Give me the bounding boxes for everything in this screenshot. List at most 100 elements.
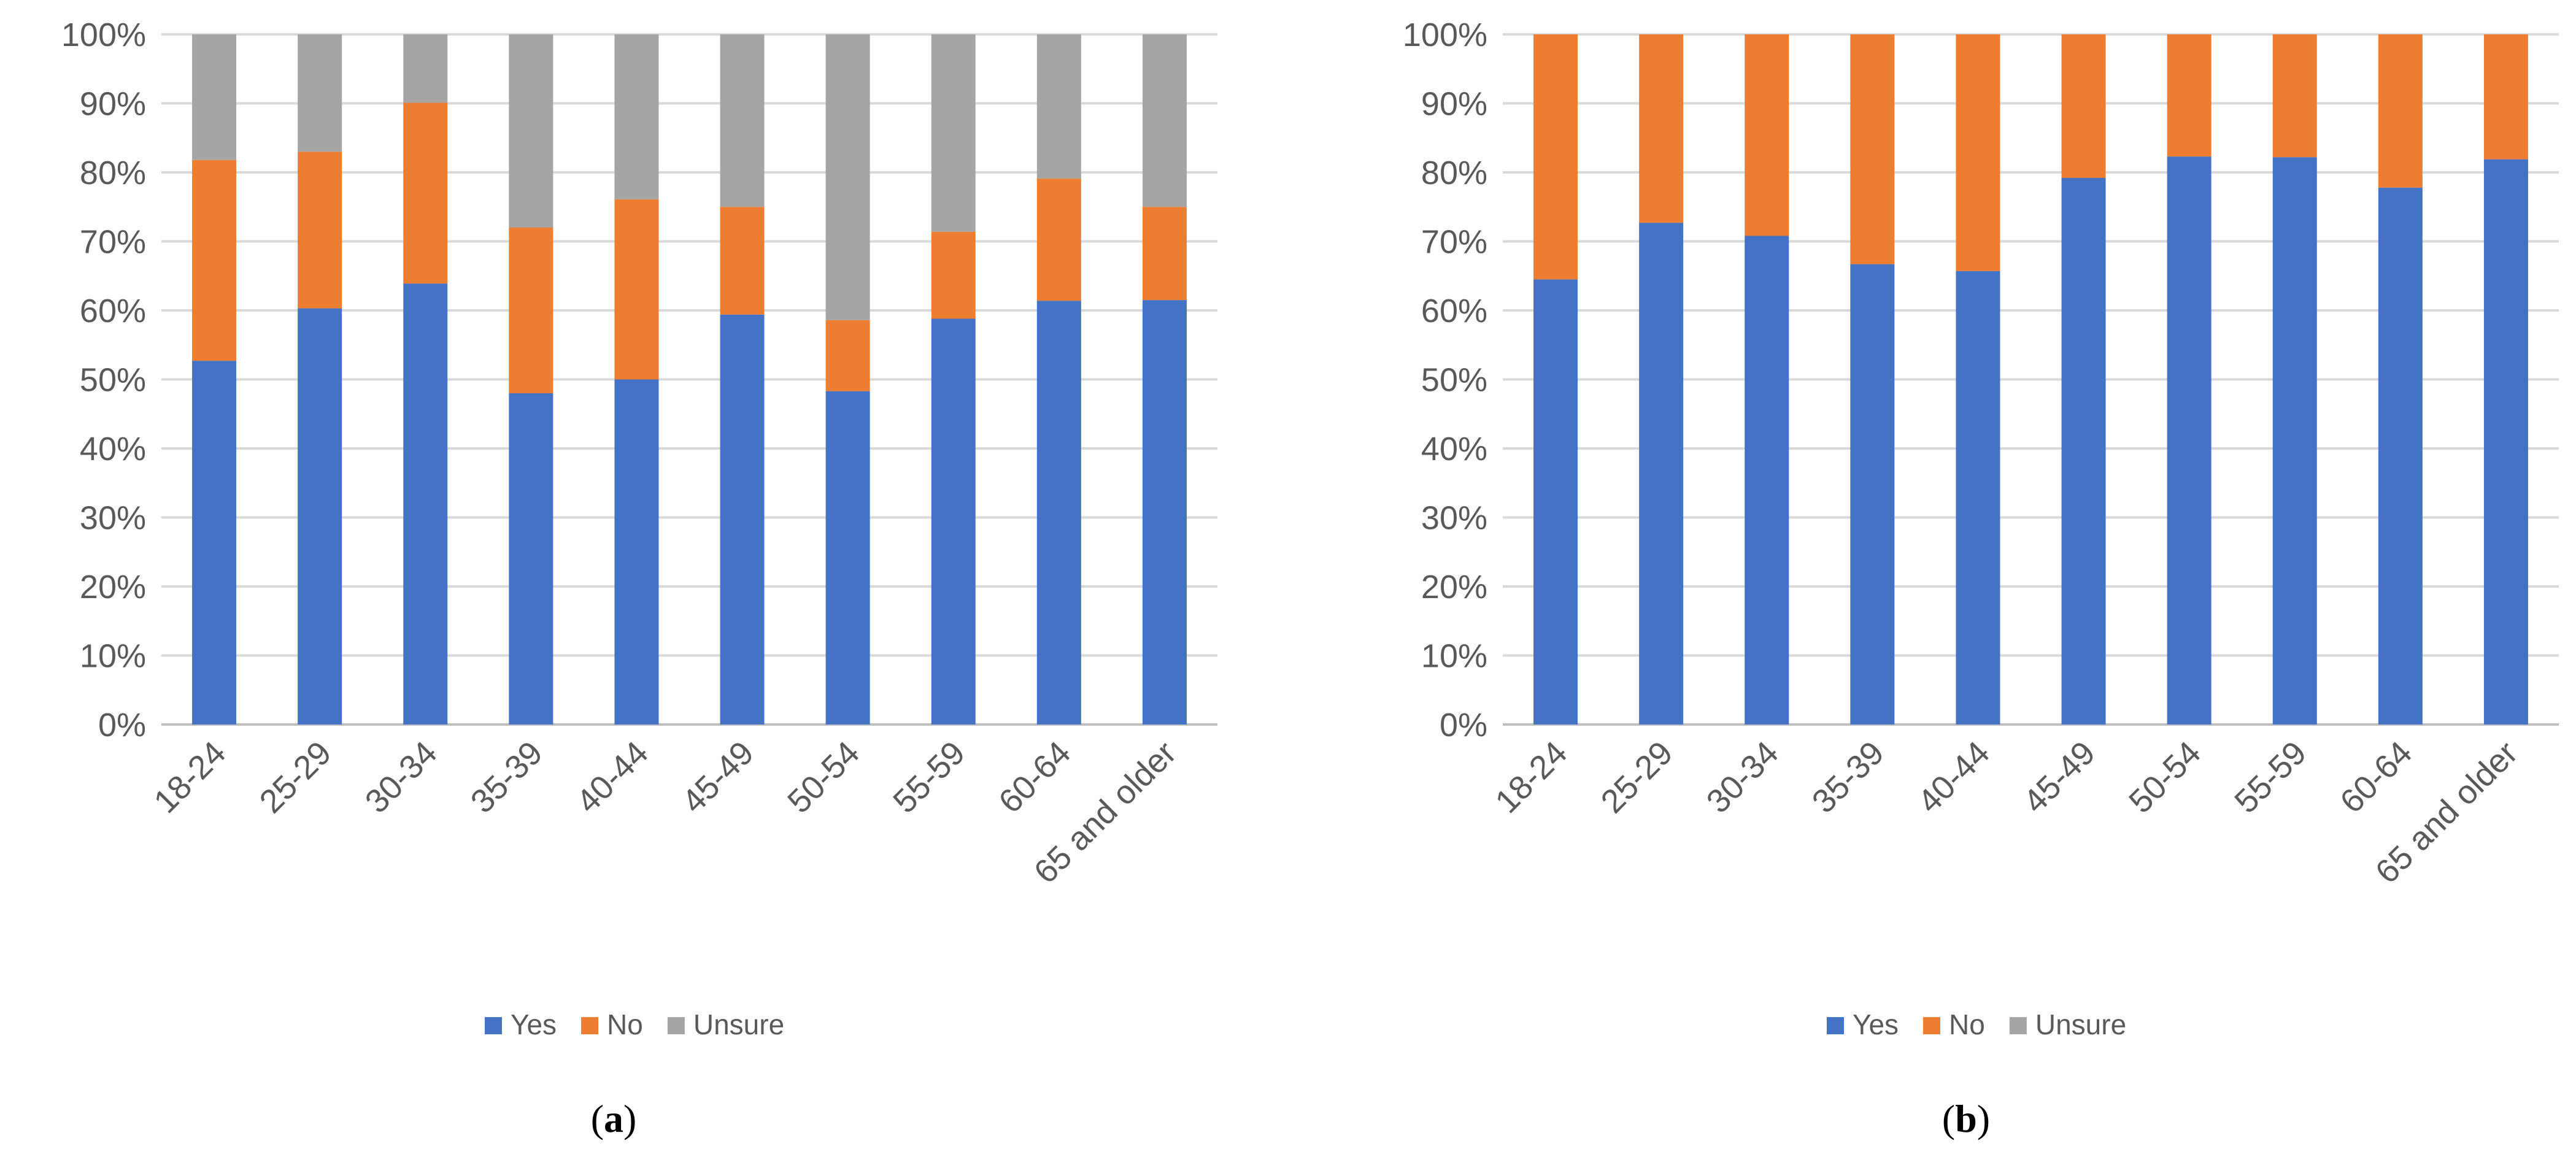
chart-panel-b: 0% 10% 20% 30% 40% 50% 60% 70% 80% 90% 100% 18-24 25…	[1403, 17, 2559, 1140]
bar-yes-45-49	[2061, 178, 2106, 724]
x-tick-label: 18-24	[1488, 734, 1574, 820]
y-tick-label: 20%	[1421, 569, 1487, 605]
x-tick-label: 45-49	[675, 734, 761, 820]
x-axis-ticks: 18-24 25-29 30-34 35-39 40-44 45-49 50-54 55-59…	[1488, 734, 2524, 891]
bar-unsure-40-44	[614, 34, 659, 199]
x-tick-label: 35-39	[464, 734, 550, 820]
legend-swatch-no	[1923, 1017, 1941, 1034]
bar-yes-30-34	[403, 283, 448, 724]
y-tick-label: 70%	[80, 224, 146, 261]
bar-no-45-49	[720, 207, 765, 315]
bar-unsure-18-24	[192, 34, 237, 160]
bar-no-50-54	[2167, 34, 2212, 157]
bar-yes-60-64	[1036, 301, 1081, 724]
bar-yes-35-39	[509, 393, 553, 724]
bar-unsure-60-64	[1036, 34, 1081, 179]
x-tick-label: 40-44	[1911, 734, 1997, 820]
bar-no-30-34	[403, 102, 448, 284]
x-tick-label: 40-44	[569, 734, 655, 820]
bar-no-18-24	[192, 159, 237, 361]
bar-unsure-30-34	[403, 34, 448, 103]
legend: Yes No Unsure	[1827, 1009, 2126, 1040]
bar-no-60-64	[1036, 179, 1081, 301]
panel-label: (a)	[591, 1097, 637, 1140]
bar-yes-30-34	[1745, 236, 1789, 724]
bar-yes-55-59	[2272, 157, 2317, 724]
bar-yes-25-29	[298, 308, 342, 724]
x-tick-label: 45-49	[2016, 734, 2102, 820]
panel-label: (b)	[1942, 1097, 1990, 1140]
y-tick-label: 20%	[80, 569, 146, 605]
bar-no-25-29	[298, 152, 342, 309]
y-tick-label: 0%	[1440, 707, 1487, 744]
bar-yes-65-and-older	[1142, 300, 1187, 724]
bar-no-60-64	[2378, 34, 2423, 188]
legend-swatch-no	[581, 1017, 599, 1034]
y-axis-ticks: 0% 10% 20% 30% 40% 50% 60% 70% 80% 90% 100%	[1403, 17, 1487, 744]
bar-no-40-44	[1956, 34, 2000, 271]
bar-no-65-and-older	[2483, 34, 2528, 159]
x-tick-label: 18-24	[147, 734, 233, 820]
x-tick-label: 30-34	[358, 734, 444, 820]
chart-panel-a: 0% 10% 20% 30% 40% 50% 60% 70% 80% 90% 100% 18-24 25…	[61, 17, 1217, 1140]
x-tick-label: 50-54	[2122, 734, 2208, 820]
y-tick-label: 40%	[1421, 431, 1487, 467]
x-tick-label: 50-54	[781, 734, 866, 820]
bar-no-45-49	[2061, 34, 2106, 178]
y-tick-label: 10%	[1421, 638, 1487, 675]
y-tick-label: 30%	[1421, 500, 1487, 537]
x-tick-label: 60-64	[992, 734, 1078, 820]
bar-unsure-50-54	[825, 34, 870, 320]
y-tick-label: 0%	[98, 707, 146, 744]
x-tick-label: 55-59	[886, 734, 972, 820]
x-tick-label: 55-59	[2227, 734, 2313, 820]
y-tick-label: 90%	[80, 86, 146, 123]
bar-yes-50-54	[2167, 156, 2212, 724]
y-axis-ticks: 0% 10% 20% 30% 40% 50% 60% 70% 80% 90% 100%	[61, 17, 146, 744]
y-tick-label: 30%	[80, 500, 146, 537]
bar-no-35-39	[1850, 34, 1895, 264]
bar-no-35-39	[509, 228, 553, 393]
x-tick-label: 30-34	[1700, 734, 1786, 820]
bar-no-65-and-older	[1142, 207, 1187, 301]
legend: Yes No Unsure	[485, 1009, 784, 1040]
x-tick-label: 60-64	[2333, 734, 2419, 820]
y-tick-label: 90%	[1421, 86, 1487, 123]
x-axis-ticks: 18-24 25-29 30-34 35-39 40-44 45-49 50-54 55-59…	[147, 734, 1183, 891]
bar-yes-40-44	[614, 379, 659, 724]
legend-label-unsure: Unsure	[693, 1009, 784, 1040]
bar-no-25-29	[1639, 34, 1684, 223]
bars	[1533, 34, 2528, 724]
y-tick-label: 80%	[80, 155, 146, 191]
y-tick-label: 100%	[61, 17, 146, 53]
bar-unsure-35-39	[509, 34, 553, 228]
legend-swatch-yes	[1827, 1017, 1844, 1034]
bar-unsure-55-59	[931, 34, 976, 232]
bars	[192, 34, 1187, 724]
bar-no-30-34	[1745, 34, 1789, 236]
legend-label-no: No	[1949, 1009, 1985, 1040]
x-tick-label: 25-29	[253, 734, 339, 820]
bar-no-55-59	[2272, 34, 2317, 158]
legend-label-yes: Yes	[1853, 1009, 1899, 1040]
legend-label-no: No	[607, 1009, 643, 1040]
bar-unsure-65-and-older	[1142, 34, 1187, 207]
y-tick-label: 70%	[1421, 224, 1487, 261]
bar-unsure-45-49	[720, 34, 765, 207]
x-tick-label: 25-29	[1594, 734, 1680, 820]
bar-no-40-44	[614, 199, 659, 380]
y-tick-label: 50%	[80, 362, 146, 399]
y-tick-label: 100%	[1403, 17, 1487, 53]
bar-yes-18-24	[1533, 279, 1578, 724]
y-tick-label: 50%	[1421, 362, 1487, 399]
bar-no-55-59	[931, 231, 976, 319]
y-tick-label: 10%	[80, 638, 146, 675]
legend-label-yes: Yes	[511, 1009, 557, 1040]
bar-yes-45-49	[720, 314, 765, 724]
y-tick-label: 40%	[80, 431, 146, 467]
bar-yes-25-29	[1639, 223, 1684, 724]
y-tick-label: 80%	[1421, 155, 1487, 191]
bar-yes-60-64	[2378, 187, 2423, 724]
bar-yes-40-44	[1956, 271, 2000, 724]
